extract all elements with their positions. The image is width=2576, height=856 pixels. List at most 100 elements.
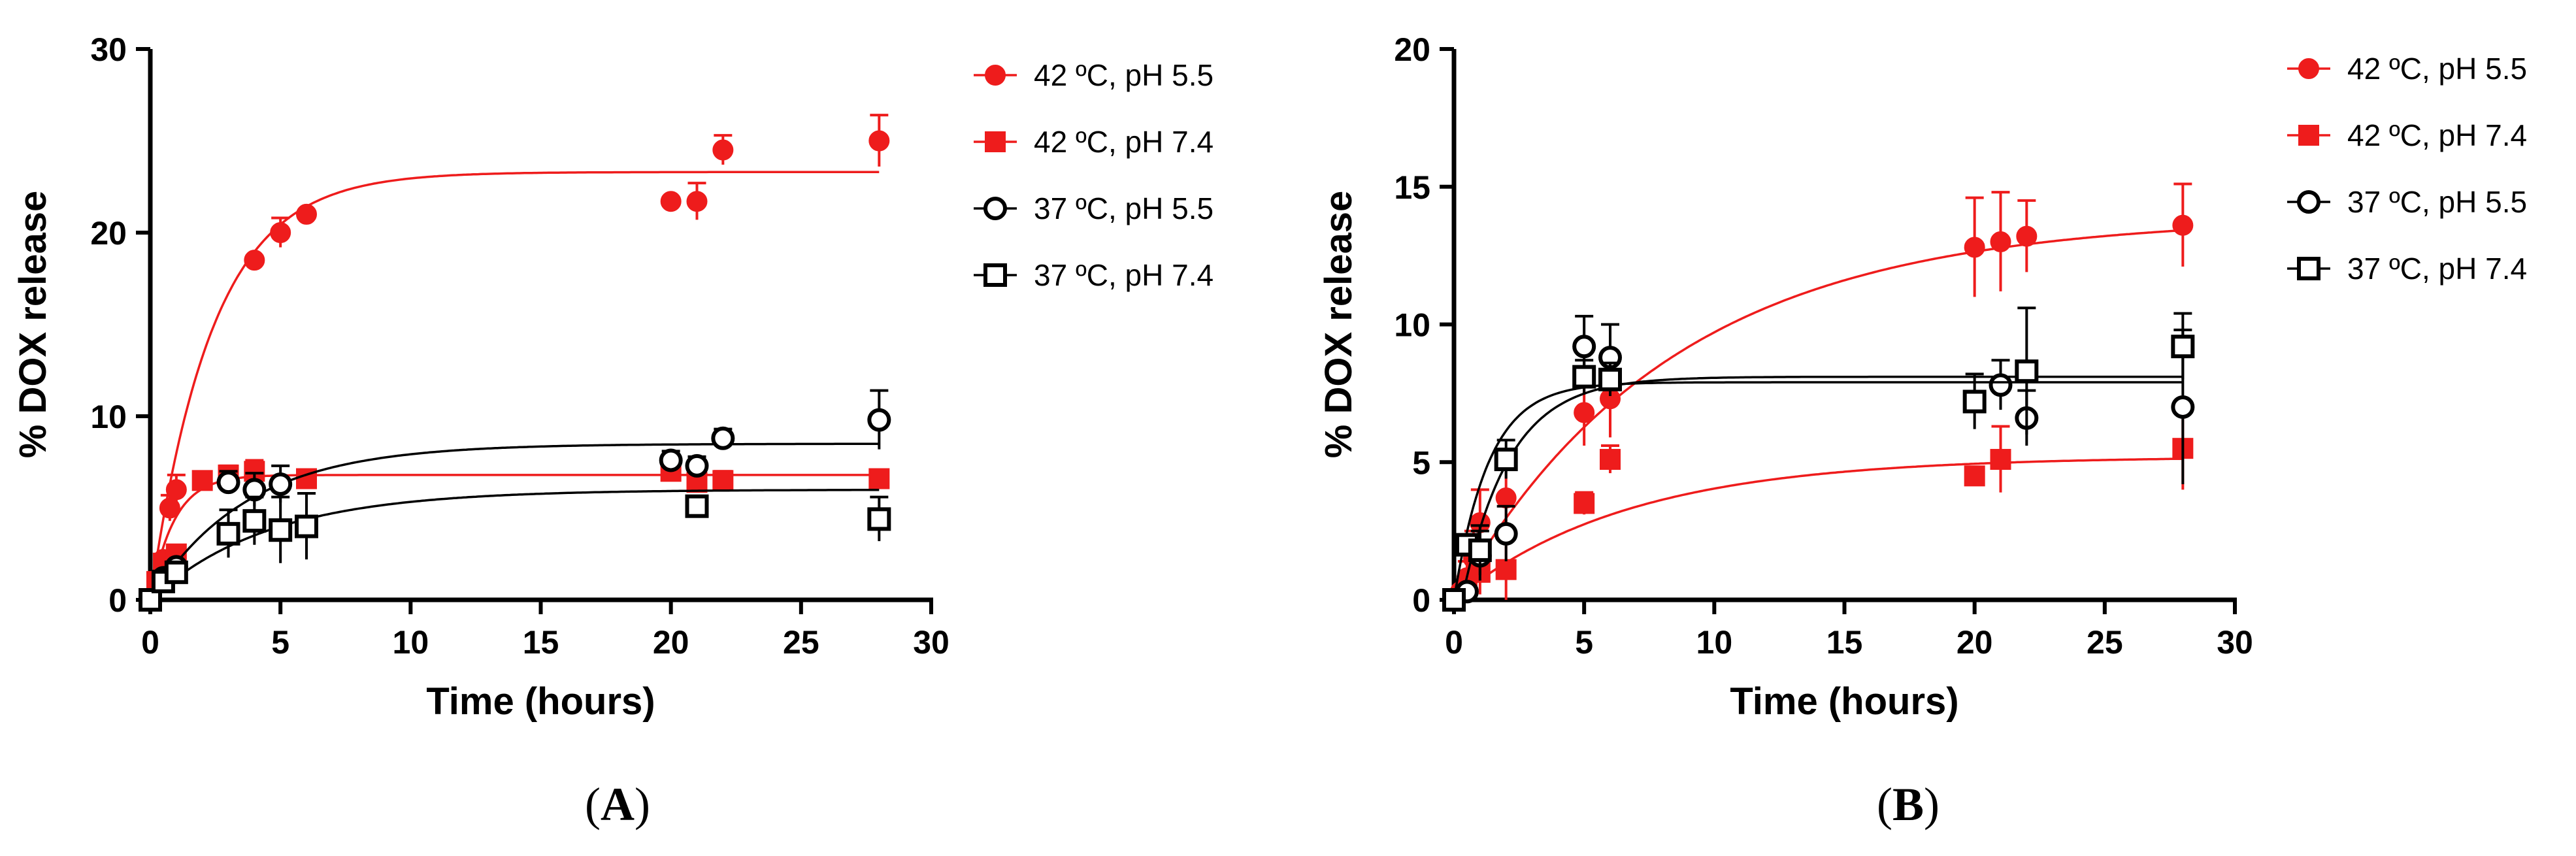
data-point [867, 408, 891, 432]
x-tick-label: 10 [393, 624, 429, 661]
x-tick-label: 25 [783, 624, 819, 661]
y-tick-label: 0 [108, 582, 127, 619]
x-tick-label: 30 [2217, 624, 2253, 661]
data-point [868, 468, 890, 489]
data-point [295, 514, 318, 538]
data-point [296, 203, 317, 225]
data-point [216, 521, 240, 546]
series-37-c-ph-5-5 [1442, 314, 2195, 612]
x-tick-label: 5 [271, 624, 289, 661]
data-point [1495, 559, 1517, 580]
data-point [139, 588, 162, 612]
data-point [269, 518, 293, 542]
chart-panel-a: 0 5 10 15 20 25 30 0 10 20 30 Time (hours) % DOX rel… [12, 31, 1214, 723]
legend-label: 42 ºC, pH 7.4 [2347, 118, 2527, 152]
x-tick-label: 20 [653, 624, 689, 661]
x-axis-label: Time (hours) [426, 680, 655, 723]
data-point [1442, 588, 1466, 612]
data-point [1989, 373, 2013, 397]
legend-marker [2298, 58, 2319, 79]
data-point [2015, 359, 2039, 384]
series-42-c-ph-7-4 [1444, 405, 2194, 610]
y-tick-label: 30 [90, 31, 127, 68]
fit-curve [1453, 457, 2183, 601]
data-point [191, 470, 213, 491]
x-tick-label: 0 [1445, 624, 1463, 661]
x-tick-label: 5 [1575, 624, 1593, 661]
legend-marker [983, 197, 1007, 220]
x-tick-label: 10 [1696, 624, 1733, 661]
x-tick-label: 30 [913, 624, 949, 661]
fit-curve [1454, 375, 2183, 601]
data-point [1600, 449, 1621, 470]
data-point [165, 479, 187, 501]
panel-label-b: (B) [1877, 778, 1940, 831]
data-point [1494, 448, 1518, 472]
data-point [660, 191, 682, 212]
data-point [244, 250, 265, 271]
fit-curve [1453, 381, 2183, 601]
data-point [1574, 402, 1595, 423]
legend-label: 42 ºC, pH 7.4 [1034, 125, 1214, 159]
data-point [1598, 367, 1622, 391]
data-point [296, 468, 317, 489]
data-point [269, 472, 293, 496]
data-point [659, 448, 683, 472]
data-point [711, 426, 735, 450]
legend-item: 37 ºC, pH 7.4 [974, 258, 1214, 292]
legend-item: 42 ºC, pH 5.5 [2287, 52, 2527, 86]
data-point [159, 497, 180, 519]
data-point [867, 507, 891, 531]
legend-label: 37 ºC, pH 5.5 [2347, 185, 2527, 219]
x-tick-label: 15 [1826, 624, 1863, 661]
data-point [270, 222, 291, 243]
x-axis-label: Time (hours) [1730, 680, 1958, 723]
fit-curve [149, 474, 880, 601]
data-point [685, 453, 709, 478]
data-point [1572, 365, 1596, 389]
y-axis-label: % DOX release [12, 191, 54, 458]
fit-curve [149, 489, 880, 601]
legend-label: 42 ºC, pH 5.5 [1034, 58, 1214, 92]
data-point [1574, 493, 1595, 514]
x-tick-label: 15 [523, 624, 559, 661]
data-point [242, 509, 267, 533]
chart-panel-b: 0 5 10 15 20 25 30 0 5 10 15 20 Time (hours) % DOX re… [1317, 31, 2527, 723]
legend-marker [2297, 190, 2320, 214]
x-tick-label: 0 [141, 624, 159, 661]
series-37-c-ph-7-4 [1442, 306, 2195, 612]
legend-marker [985, 65, 1006, 86]
fit-curve [1453, 229, 2183, 601]
legend-marker [985, 131, 1006, 152]
data-point [2171, 395, 2195, 419]
data-point [2171, 335, 2195, 359]
series-37-c-ph-7-4 [139, 489, 891, 612]
data-point [712, 470, 734, 491]
legend-item: 42 ºC, pH 5.5 [974, 58, 1214, 92]
data-point [164, 560, 188, 584]
panel-label-a: (A) [585, 778, 650, 831]
legend-marker [2298, 125, 2319, 146]
fit-curve [149, 171, 880, 601]
data-point [1572, 335, 1596, 359]
legend-label: 37 ºC, pH 5.5 [1034, 191, 1214, 225]
y-tick-label: 20 [90, 215, 127, 252]
data-point [1964, 465, 1985, 487]
legend-item: 37 ºC, pH 7.4 [2287, 252, 2527, 286]
data-point [1990, 449, 2011, 470]
legend-marker [2297, 257, 2320, 280]
data-point [686, 191, 708, 212]
y-tick-label: 20 [1394, 31, 1430, 68]
legend-label: 37 ºC, pH 7.4 [2347, 252, 2527, 286]
data-point [216, 470, 240, 495]
y-tick-label: 15 [1394, 169, 1430, 206]
y-axis-label: % DOX release [1317, 191, 1360, 458]
series-37-c-ph-5-5 [139, 389, 891, 612]
legend-label: 37 ºC, pH 7.4 [1034, 258, 1214, 292]
data-point [1468, 538, 1492, 563]
x-tick-label: 25 [2087, 624, 2123, 661]
data-point [1990, 231, 2011, 253]
legend-item: 37 ºC, pH 5.5 [974, 191, 1214, 225]
legend-marker [983, 263, 1007, 287]
